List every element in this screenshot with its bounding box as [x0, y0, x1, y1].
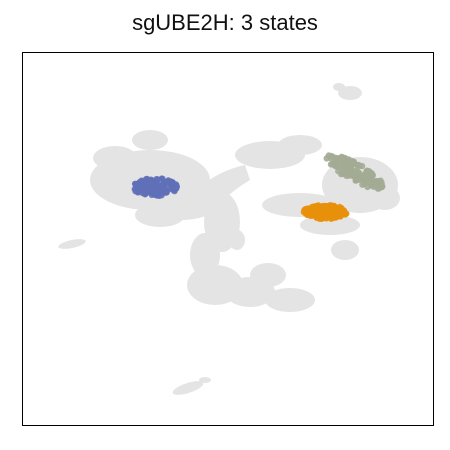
series-1-point	[325, 202, 333, 210]
series-1-point	[313, 203, 321, 210]
series-2-point	[335, 167, 342, 175]
background-cells	[58, 83, 400, 395]
plot-area	[58, 83, 400, 395]
series-2-point	[341, 165, 349, 173]
series-0-cluster	[131, 175, 180, 199]
series-2-point	[368, 179, 375, 186]
series-2-point	[359, 181, 366, 188]
series-2-point	[333, 154, 340, 162]
series-layer	[131, 152, 386, 222]
series-2-point	[375, 185, 383, 192]
series-0-point	[148, 177, 156, 184]
series-2-point	[346, 172, 353, 179]
series-2-point	[351, 160, 358, 167]
series-1-point	[316, 215, 323, 222]
series-2-point	[327, 161, 335, 168]
series-0-point	[146, 189, 153, 196]
series-0-point	[137, 184, 144, 191]
series-1-point	[319, 210, 326, 218]
series-1-point	[332, 205, 339, 212]
series-0-point	[139, 178, 147, 185]
series-1-point	[320, 203, 327, 210]
series-2-point	[364, 167, 371, 174]
series-1-point	[335, 212, 342, 220]
series-1-point	[338, 204, 345, 212]
series-1-point	[303, 207, 311, 214]
series-2-point	[345, 156, 353, 163]
series-2-point	[377, 177, 384, 184]
series-2-point	[364, 183, 371, 191]
series-0-point	[165, 178, 173, 186]
series-0-point	[153, 183, 160, 191]
series-1-point	[329, 214, 336, 221]
series-1-cluster	[300, 202, 350, 222]
series-1-point	[311, 208, 318, 215]
chart-title: sgUBE2H: 3 states	[132, 10, 318, 35]
series-0-point	[163, 186, 171, 194]
series-0-point	[158, 175, 165, 182]
series-1-point	[343, 210, 350, 217]
series-0-point	[173, 182, 180, 189]
plot-frame	[22, 52, 434, 426]
series-2-cluster	[323, 152, 386, 192]
series-2-point	[339, 154, 346, 162]
series-0-point	[171, 187, 178, 195]
series-2-point	[335, 163, 342, 170]
series-2-point	[351, 169, 359, 177]
series-2-point	[357, 175, 364, 183]
